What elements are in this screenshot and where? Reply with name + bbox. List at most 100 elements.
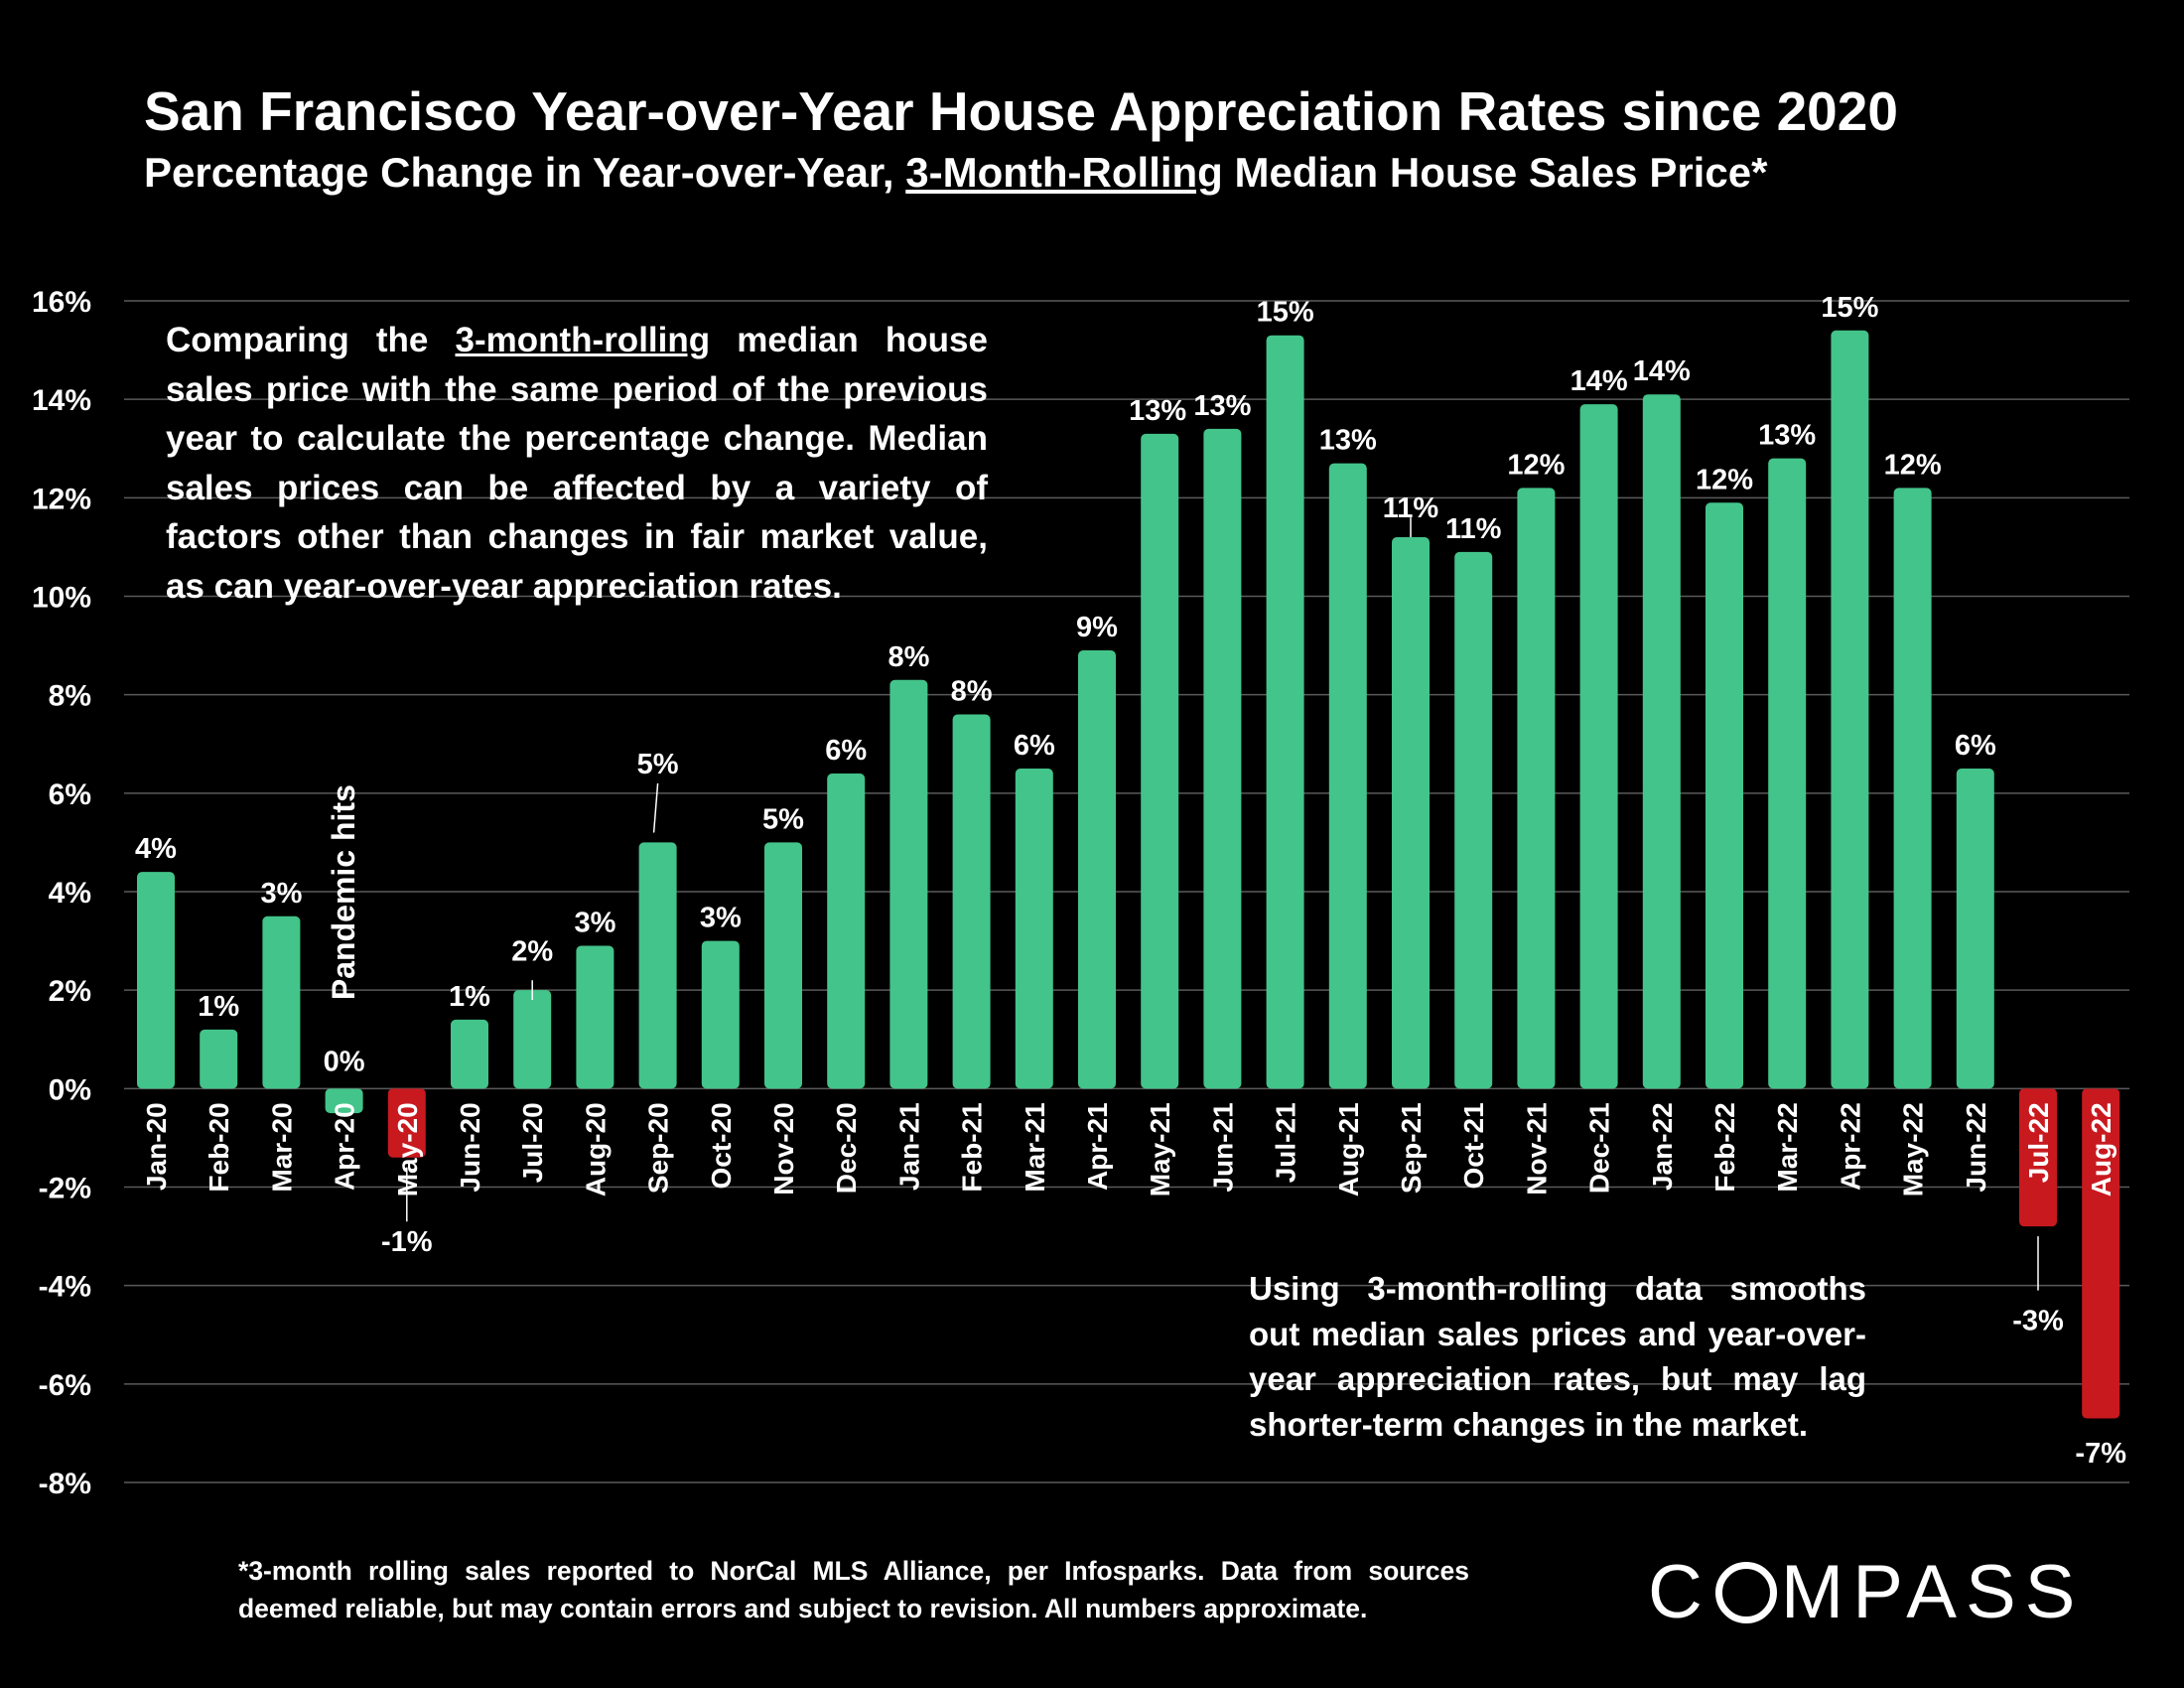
smoothing-note: Using 3-month-rolling data smooths out m… <box>1249 1270 1866 1443</box>
bar <box>952 714 991 1089</box>
y-tick-label: -2% <box>39 1173 91 1205</box>
x-tick-label: Aug-21 <box>1333 1102 1364 1196</box>
y-tick-label: 10% <box>32 582 91 615</box>
x-tick-label: Nov-20 <box>768 1102 799 1195</box>
bar <box>1831 330 1869 1089</box>
x-tick-label: May-22 <box>1898 1102 1929 1196</box>
bar <box>513 990 552 1089</box>
x-tick-label: Sep-20 <box>643 1102 674 1194</box>
bar <box>1956 769 1994 1089</box>
data-label: 11% <box>1445 513 1502 545</box>
data-label: 3% <box>700 903 742 934</box>
footnote: *3-month rolling sales reported to NorCa… <box>238 1556 1469 1623</box>
data-label: 0% <box>324 1046 365 1077</box>
x-tick-label: Mar-20 <box>266 1102 297 1192</box>
y-tick-label: 12% <box>32 483 91 515</box>
bar <box>262 915 301 1089</box>
x-tick-label: Feb-22 <box>1709 1102 1740 1192</box>
compass-logo: C MPASS <box>1648 1549 2084 1635</box>
x-tick-label: Mar-21 <box>1020 1102 1050 1192</box>
y-tick-label: 6% <box>49 778 91 811</box>
x-tick-label: Mar-22 <box>1772 1102 1803 1192</box>
subtitle-underlined: 3-Month-Rolling <box>905 149 1223 196</box>
bar <box>1579 404 1618 1089</box>
x-axis-ticks: Jan-20 Feb-20 Mar-20 Apr-20 May-20 Jun-20 Jul-… <box>141 1102 2116 1196</box>
x-tick-label: Sep-21 <box>1396 1102 1427 1194</box>
bar <box>1392 537 1430 1089</box>
bar <box>1078 650 1116 1089</box>
bar <box>325 1088 363 1114</box>
bar <box>638 842 677 1089</box>
data-label: 3% <box>260 878 302 910</box>
data-label: 6% <box>825 735 867 767</box>
bar <box>827 774 866 1089</box>
data-label: 14% <box>1570 365 1628 397</box>
annotations: Pandemic hits <box>326 517 2039 1291</box>
note-text-post: median house sales price with the same p… <box>166 321 988 606</box>
chart-subtitle: Percentage Change in Year-over-Year, 3-M… <box>144 149 1767 197</box>
data-label: -7% <box>2075 1438 2126 1470</box>
x-tick-label: Jan-21 <box>893 1102 924 1191</box>
note-underlined: 3-month-rolling <box>455 321 711 359</box>
data-label: 12% <box>1507 449 1565 481</box>
data-label: 1% <box>449 981 490 1013</box>
logo-text-post: MPASS <box>1780 1550 2085 1634</box>
data-label: -3% <box>2012 1305 2064 1336</box>
y-tick-label: -8% <box>39 1468 91 1500</box>
pandemic-annotation: Pandemic hits <box>326 784 361 1000</box>
bars <box>137 330 2120 1419</box>
data-label: 1% <box>198 991 239 1023</box>
x-tick-label: Nov-21 <box>1521 1102 1552 1195</box>
y-tick-label: -6% <box>39 1369 91 1402</box>
data-label: 2% <box>511 935 553 967</box>
data-label: 9% <box>1076 612 1118 643</box>
data-label: -1% <box>381 1226 433 1258</box>
data-label: 3% <box>574 908 615 939</box>
x-tick-label: Aug-20 <box>580 1102 611 1196</box>
bar <box>701 940 740 1089</box>
bar <box>576 945 614 1089</box>
leader-line <box>652 782 659 833</box>
x-tick-label: Dec-20 <box>831 1102 862 1194</box>
bar <box>2082 1088 2120 1419</box>
y-tick-label: 0% <box>49 1073 91 1106</box>
bar <box>764 842 802 1089</box>
x-tick-label: Oct-21 <box>1458 1102 1489 1189</box>
bar <box>1203 428 1242 1089</box>
x-tick-label: Jun-20 <box>455 1102 485 1192</box>
data-label: 13% <box>1758 420 1816 452</box>
bar <box>1517 488 1556 1089</box>
x-tick-label: Jun-21 <box>1207 1102 1238 1192</box>
x-tick-label: Apr-21 <box>1082 1102 1113 1191</box>
subtitle-text-post: Median House Sales Price* <box>1222 149 1768 196</box>
bar <box>1893 488 1932 1089</box>
chart-title: San Francisco Year-over-Year House Appre… <box>144 80 1898 142</box>
x-tick-label: May-21 <box>1145 1102 1175 1196</box>
x-tick-label: Dec-21 <box>1584 1102 1615 1194</box>
data-label: 8% <box>951 676 993 708</box>
subtitle-text-pre: Percentage Change in Year-over-Year, <box>144 149 906 196</box>
bar <box>1266 335 1304 1089</box>
bar <box>451 1019 488 1089</box>
y-axis-ticks: -8% -6% -4% -2% 0% 2% 4% 6% 8% 10% 12% 14% 16% <box>32 286 91 1500</box>
x-tick-label: Jul-20 <box>517 1102 548 1183</box>
bar <box>137 872 175 1089</box>
data-label: 12% <box>1696 464 1753 495</box>
data-label: 13% <box>1319 425 1377 457</box>
data-label: 15% <box>1257 297 1314 329</box>
y-tick-label: 4% <box>49 877 91 910</box>
data-label: 4% <box>135 833 177 865</box>
data-label: 8% <box>887 641 929 673</box>
y-tick-label: 8% <box>49 680 91 713</box>
x-tick-label: Jun-22 <box>1961 1102 1991 1192</box>
x-tick-label: Apr-22 <box>1835 1102 1865 1191</box>
data-label: 14% <box>1633 355 1691 387</box>
data-label: 12% <box>1884 449 1942 481</box>
x-tick-label: Aug-22 <box>2086 1102 2116 1196</box>
data-label: 15% <box>1821 292 1878 324</box>
bar <box>387 1088 426 1158</box>
x-tick-label: Jan-20 <box>141 1102 172 1191</box>
x-tick-label: Jul-21 <box>1271 1102 1301 1183</box>
note-text-pre: Comparing the <box>166 321 456 359</box>
